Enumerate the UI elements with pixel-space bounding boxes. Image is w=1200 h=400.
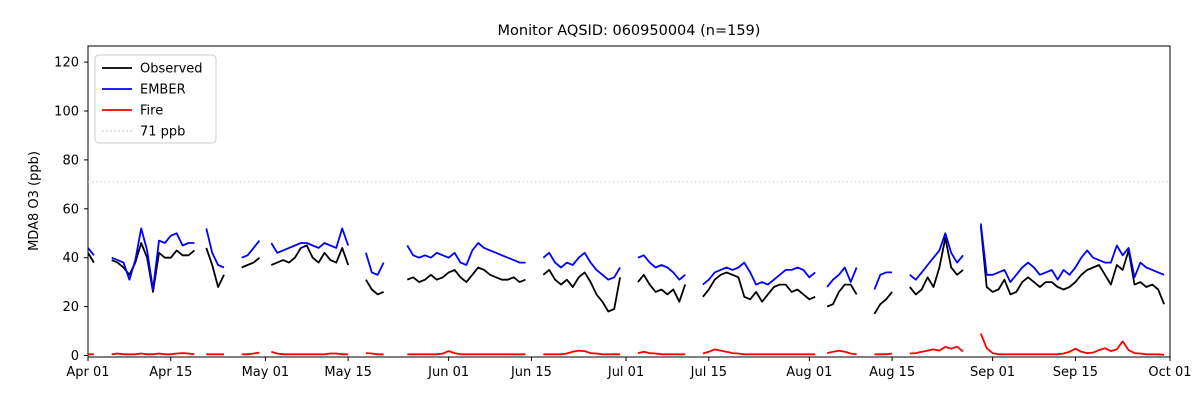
legend-label: Fire [140, 104, 163, 119]
x-tick-label: Aug 15 [869, 365, 915, 380]
y-axis-label: MDA8 O3 (ppb) [27, 151, 42, 251]
x-tick-label: Sep 15 [1053, 365, 1098, 380]
legend-label: Observed [140, 62, 203, 77]
y-tick-label: 100 [54, 105, 79, 120]
legend-box [94, 54, 217, 144]
legend-label: EMBER [140, 83, 186, 98]
x-tick-label: Jul 01 [607, 365, 644, 380]
y-tick-label: 80 [62, 153, 79, 168]
y-tick-label: 40 [62, 251, 79, 266]
y-tick-label: 0 [71, 349, 79, 364]
x-tick-label: Jun 15 [510, 365, 552, 380]
x-tick-label: Apr 01 [66, 365, 109, 380]
x-tick-label: Aug 01 [786, 365, 832, 380]
series-line-ember [87, 223, 1165, 291]
x-tick-label: Jun 01 [427, 365, 469, 380]
plot-frame [87, 45, 1171, 358]
x-tick-label: Oct 01 [1148, 365, 1191, 380]
chart-title: Monitor AQSID: 060950004 (n=159) [498, 23, 761, 39]
y-tick-label: 120 [54, 56, 79, 71]
x-tick-label: May 15 [324, 365, 372, 380]
x-tick-label: Jul 15 [690, 365, 727, 380]
x-tick-label: Sep 01 [970, 365, 1015, 380]
series-line-fire [88, 333, 1165, 356]
x-tick-label: May 01 [242, 365, 290, 380]
y-tick-label: 60 [62, 202, 79, 217]
axes-layer: 0 20 40 60 80 100 120 Apr 01 Apr 15 May 01 May 15 J… [54, 45, 1192, 380]
series-layer [87, 223, 1165, 356]
y-tick-label: 20 [62, 300, 79, 315]
x-tick-label: Apr 15 [149, 365, 192, 380]
legend-label: 71 ppb [140, 125, 185, 140]
series-line-observed [87, 225, 1165, 315]
legend: Observed EMBER Fire 71 ppb [94, 54, 217, 144]
